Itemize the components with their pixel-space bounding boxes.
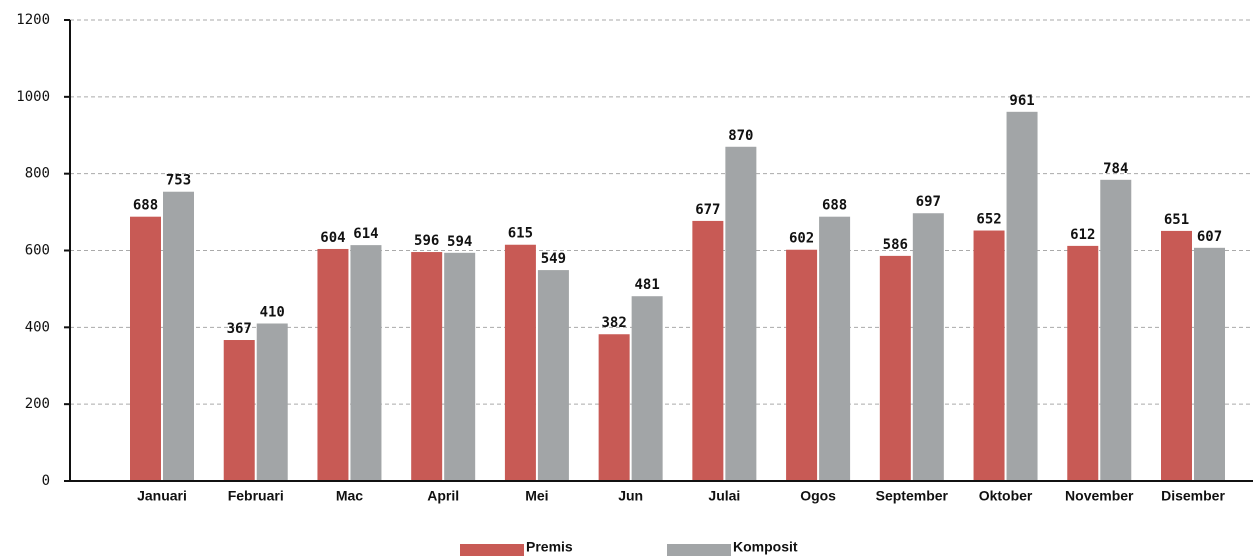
bar	[819, 216, 851, 481]
value-label: 652	[976, 212, 1001, 228]
bar	[973, 230, 1005, 481]
value-label: 651	[1164, 212, 1189, 228]
bar	[1161, 230, 1192, 481]
value-label: 586	[883, 237, 908, 253]
bar	[631, 296, 663, 481]
value-label: 594	[447, 234, 472, 250]
bar	[1194, 247, 1225, 481]
bar	[725, 146, 757, 481]
bar	[598, 334, 630, 481]
x-tick-label: Julai	[708, 488, 740, 504]
bar	[504, 244, 536, 481]
bar	[223, 340, 255, 481]
x-tick-label: September	[876, 488, 949, 504]
value-label: 367	[227, 321, 252, 337]
value-label: 615	[508, 226, 533, 242]
bar	[1100, 179, 1132, 481]
bar	[350, 245, 382, 481]
y-tick-label: 200	[25, 396, 50, 412]
x-tick-label: Disember	[1161, 488, 1225, 504]
value-label: 784	[1103, 161, 1128, 177]
value-label: 604	[320, 230, 345, 246]
value-label: 607	[1197, 229, 1222, 245]
y-tick-label: 400	[25, 319, 50, 335]
bar	[444, 252, 476, 481]
bar	[912, 213, 944, 481]
value-label: 753	[166, 173, 191, 189]
legend-label: Komposit	[733, 539, 798, 555]
value-label: 688	[133, 198, 158, 214]
value-label: 602	[789, 231, 814, 247]
value-label: 612	[1070, 227, 1095, 243]
legend-swatch	[460, 544, 524, 556]
x-tick-label: Ogos	[800, 488, 836, 504]
bar	[879, 255, 911, 481]
legend-label: Premis	[526, 539, 573, 555]
bar	[537, 270, 569, 481]
value-label: 870	[728, 128, 753, 144]
value-label: 410	[260, 304, 285, 320]
value-label: 596	[414, 233, 439, 249]
value-label: 481	[634, 277, 659, 293]
y-tick-label: 1000	[16, 89, 50, 105]
value-label: 614	[353, 226, 378, 242]
bar	[786, 249, 818, 481]
value-label: 688	[822, 198, 847, 214]
value-label: 549	[541, 251, 566, 267]
x-tick-label: Mei	[525, 488, 548, 504]
x-tick-label: Mac	[336, 488, 363, 504]
x-tick-label: Januari	[137, 488, 187, 504]
value-label: 697	[916, 194, 941, 210]
bar	[163, 191, 194, 481]
y-tick-label: 800	[25, 166, 50, 182]
y-tick-label: 600	[25, 243, 50, 259]
x-tick-label: Jun	[618, 488, 643, 504]
bar	[1067, 245, 1099, 481]
bar	[411, 252, 443, 481]
bar	[317, 248, 349, 481]
bar	[256, 323, 288, 481]
y-tick-label: 0	[42, 473, 50, 489]
x-tick-label: Februari	[228, 488, 284, 504]
x-tick-label: April	[427, 488, 459, 504]
x-tick-label: November	[1065, 488, 1134, 504]
value-label: 961	[1009, 93, 1034, 109]
bar	[692, 220, 724, 481]
value-label: 382	[601, 315, 626, 331]
y-tick-label: 1200	[16, 12, 50, 28]
value-label: 677	[695, 202, 720, 218]
bar	[1006, 111, 1038, 482]
x-tick-label: Oktober	[979, 488, 1033, 504]
legend-swatch	[667, 544, 731, 556]
bar	[130, 216, 161, 481]
